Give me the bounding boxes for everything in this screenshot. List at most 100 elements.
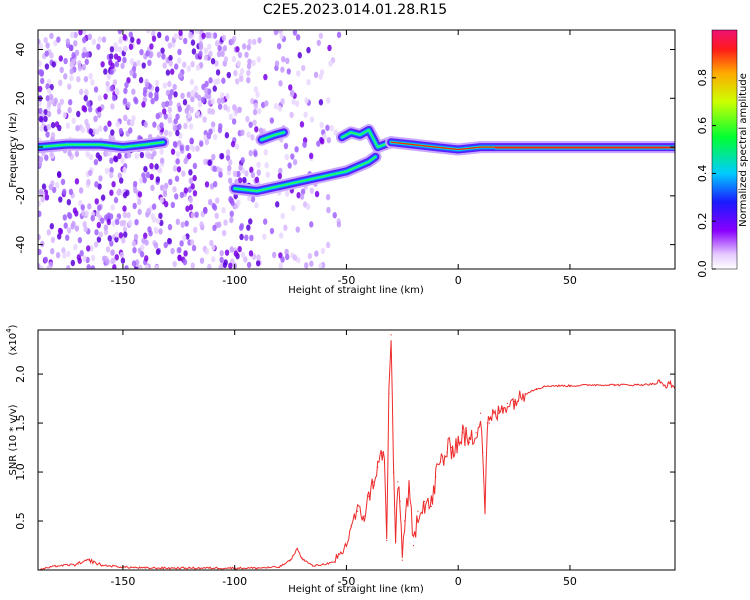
noise-speck xyxy=(236,170,241,178)
ridge-1-layer-4 xyxy=(260,131,285,141)
snr-data-point xyxy=(144,567,146,569)
noise-speck xyxy=(103,228,109,236)
noise-speck xyxy=(102,255,107,262)
noise-speck xyxy=(172,165,178,172)
noise-speck xyxy=(213,78,218,86)
noise-speck xyxy=(190,95,195,103)
noise-speck xyxy=(168,54,173,62)
noise-speck xyxy=(83,225,88,233)
noise-speck xyxy=(81,64,86,71)
noise-speck xyxy=(141,101,146,108)
noise-speck xyxy=(325,124,330,131)
noise-speck xyxy=(59,66,64,74)
noise-speck xyxy=(160,47,165,54)
noise-speck xyxy=(252,108,258,116)
noise-speck xyxy=(155,176,161,183)
noise-speck xyxy=(278,80,283,87)
noise-speck xyxy=(82,106,88,113)
noise-speck xyxy=(80,126,86,134)
noise-speck xyxy=(69,75,74,82)
noise-speck xyxy=(219,152,225,160)
noise-speck xyxy=(56,171,62,178)
noise-speck xyxy=(247,38,252,46)
noise-speck xyxy=(189,137,194,144)
noise-speck xyxy=(40,77,45,85)
noise-speck xyxy=(280,98,285,105)
noise-speck xyxy=(246,224,251,231)
noise-speck xyxy=(109,157,114,164)
noise-speck xyxy=(174,63,179,70)
x-tick-label: -100 xyxy=(222,575,247,588)
noise-speck xyxy=(60,178,66,186)
noise-speck xyxy=(145,50,150,57)
noise-speck xyxy=(53,97,58,104)
noise-speck xyxy=(132,247,137,254)
noise-speck xyxy=(50,131,56,139)
snr-data-point xyxy=(401,559,403,561)
noise-speck xyxy=(120,257,126,264)
noise-speck xyxy=(229,210,234,218)
noise-speck xyxy=(159,157,165,164)
snr-data-point xyxy=(77,563,79,565)
noise-speck xyxy=(141,62,146,69)
noise-speck xyxy=(110,62,115,69)
noise-speck xyxy=(190,262,195,269)
noise-speck xyxy=(250,195,256,203)
noise-speck xyxy=(38,115,44,123)
noise-speck xyxy=(66,265,71,269)
noise-speck xyxy=(106,218,111,226)
noise-speck xyxy=(167,80,172,88)
noise-speck xyxy=(150,97,155,105)
noise-speck xyxy=(112,264,117,269)
snr-data-point xyxy=(636,384,638,386)
noise-speck xyxy=(46,123,51,131)
snr-data-point xyxy=(482,451,484,454)
noise-speck xyxy=(204,92,209,100)
noise-speck xyxy=(309,221,314,228)
noise-speck xyxy=(97,36,102,43)
noise-speck xyxy=(155,112,160,120)
noise-speck xyxy=(109,171,114,179)
noise-speck xyxy=(244,170,249,177)
noise-speck xyxy=(162,62,167,69)
noise-speck xyxy=(38,262,41,269)
y-tick-label: 40 xyxy=(14,43,27,57)
noise-speck xyxy=(73,40,78,47)
noise-speck xyxy=(221,229,227,237)
noise-speck xyxy=(212,204,218,211)
noise-speck xyxy=(120,62,125,70)
noise-speck xyxy=(230,38,235,45)
noise-speck xyxy=(236,60,241,67)
noise-speck xyxy=(229,246,234,253)
noise-speck xyxy=(262,233,267,240)
noise-speck xyxy=(62,111,67,119)
noise-speck xyxy=(195,145,200,152)
noise-speck xyxy=(193,226,198,234)
noise-speck xyxy=(146,152,152,160)
noise-speck xyxy=(214,60,219,67)
snr-data-point xyxy=(547,385,549,387)
snr-data-point xyxy=(408,491,410,493)
snr-data-point xyxy=(256,567,258,569)
noise-speck xyxy=(139,151,145,159)
noise-speck xyxy=(230,140,236,148)
noise-speck xyxy=(159,196,164,204)
snr-data-point xyxy=(614,384,616,386)
noise-speck xyxy=(38,234,41,241)
noise-speck xyxy=(104,167,110,175)
noise-speck xyxy=(240,129,245,136)
noise-speck xyxy=(40,240,45,248)
noise-speck xyxy=(326,97,331,104)
snr-data-point xyxy=(55,565,57,567)
noise-speck xyxy=(240,157,245,164)
noise-speck xyxy=(55,181,60,189)
noise-speck xyxy=(250,134,255,141)
noise-speck xyxy=(123,87,128,95)
noise-speck xyxy=(45,131,50,138)
noise-speck xyxy=(128,31,133,38)
noise-speck xyxy=(192,162,198,170)
noise-speck xyxy=(62,188,67,196)
noise-speck xyxy=(244,51,249,58)
noise-speck xyxy=(151,216,157,223)
noise-speck xyxy=(86,178,91,186)
